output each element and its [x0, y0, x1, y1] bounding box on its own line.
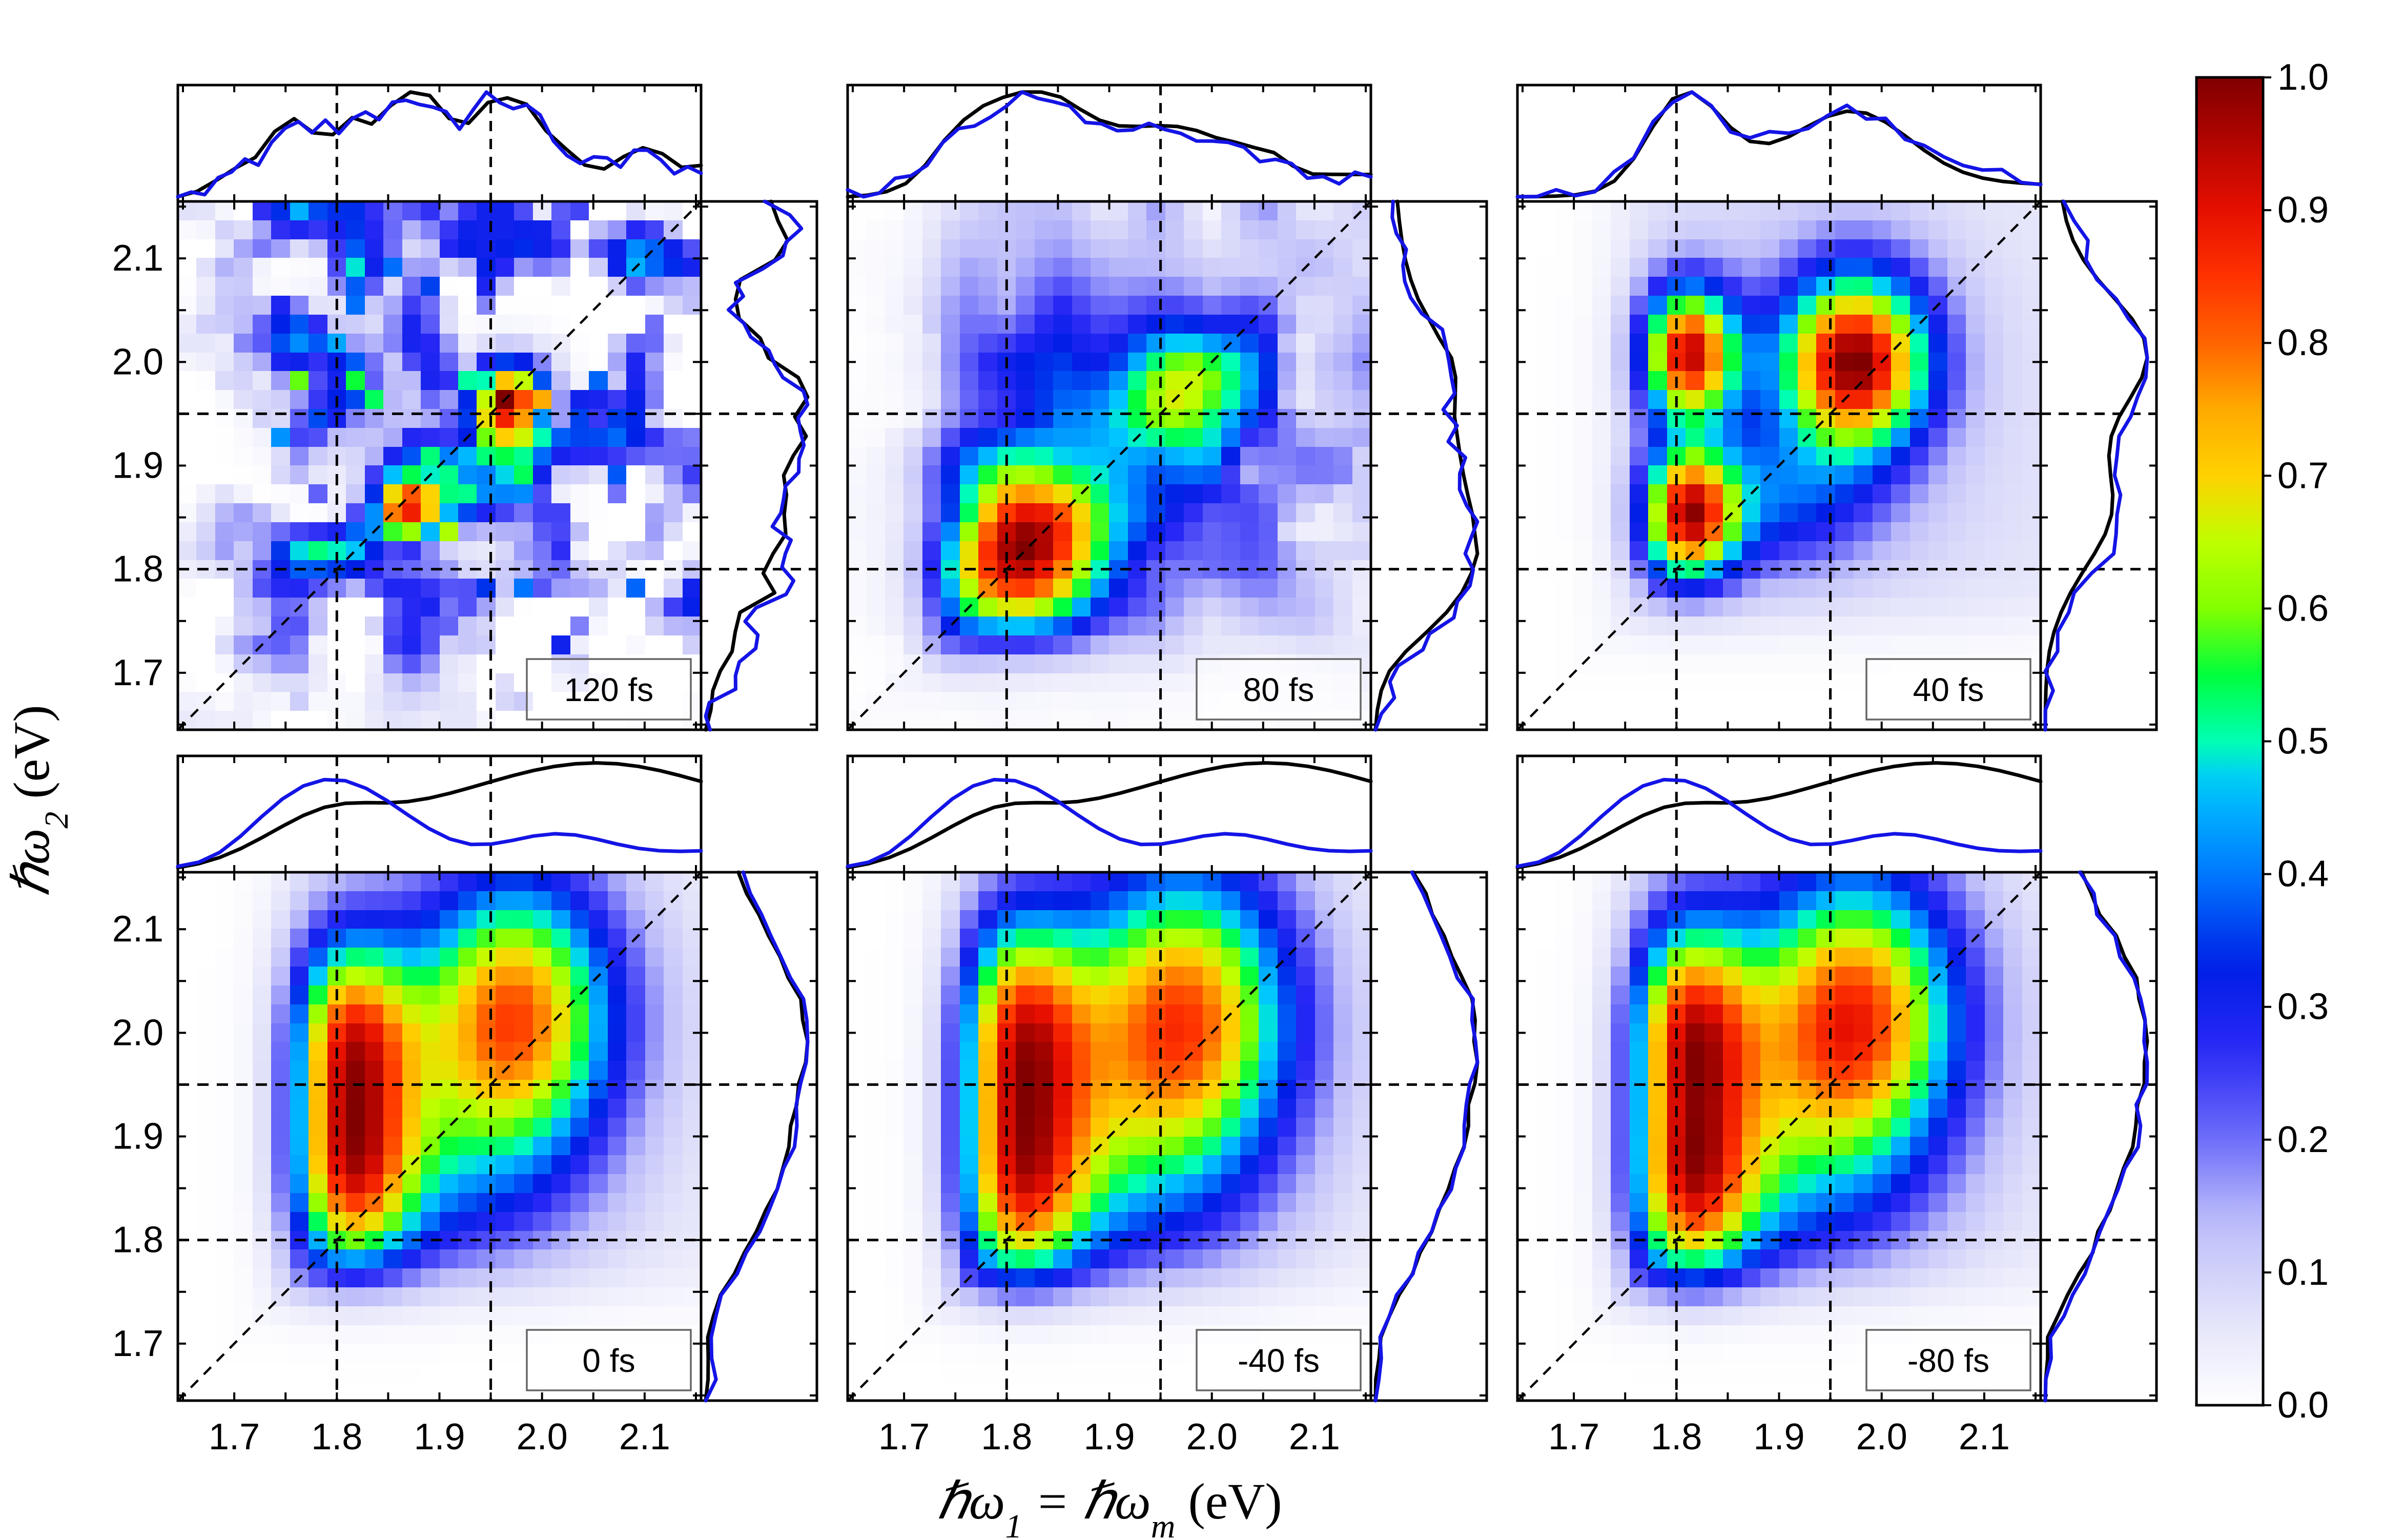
svg-text:120 fs: 120 fs — [564, 671, 653, 708]
svg-text:-40 fs: -40 fs — [1238, 1342, 1320, 1379]
svg-text:40 fs: 40 fs — [1913, 671, 1984, 708]
svg-text:80 fs: 80 fs — [1243, 671, 1314, 708]
svg-text:0 fs: 0 fs — [582, 1342, 635, 1379]
